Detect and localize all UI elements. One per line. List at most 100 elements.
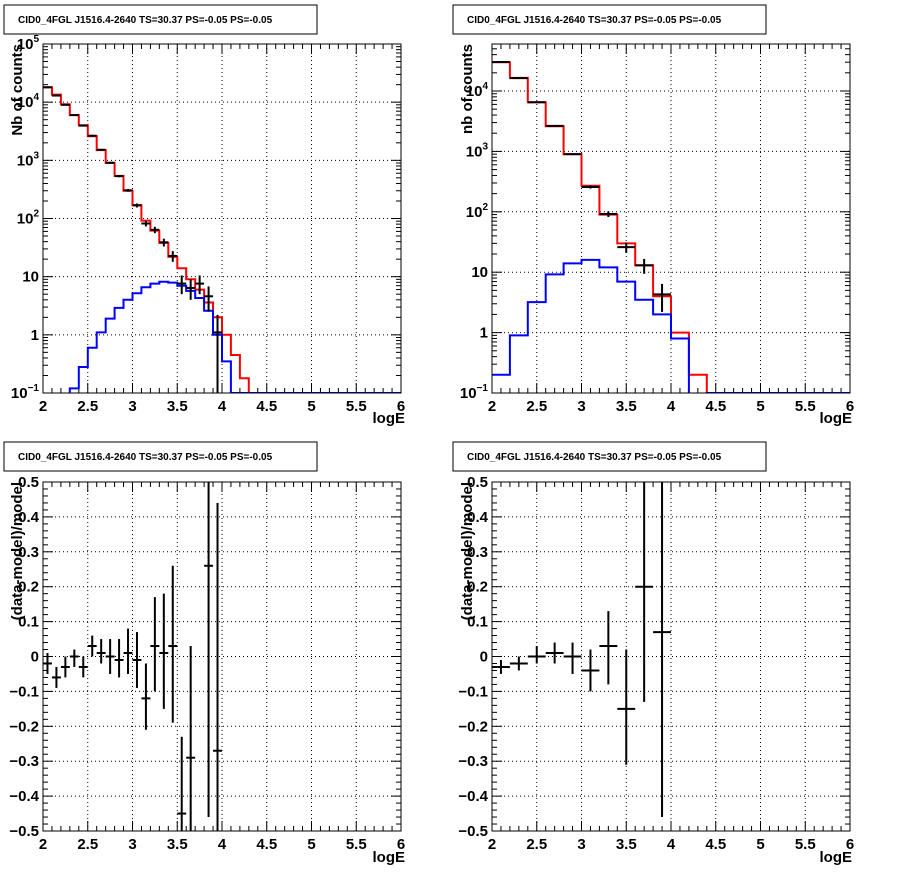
plot-frame bbox=[491, 43, 851, 394]
y-tick-label: 10 bbox=[471, 264, 488, 281]
y-tick-label: 0.4 bbox=[467, 509, 489, 526]
y-tick-label: 10−1 bbox=[11, 383, 40, 402]
y-tick-label: 104 bbox=[466, 81, 489, 100]
data-point bbox=[43, 86, 52, 89]
y-tick-exponent: −1 bbox=[477, 383, 489, 394]
y-tick-base: 10 bbox=[11, 385, 28, 402]
x-tick-label: 5 bbox=[307, 398, 315, 415]
title-box bbox=[452, 4, 767, 35]
data-point bbox=[563, 642, 582, 674]
y-tick-label: 104 bbox=[17, 92, 40, 111]
x-tick-label: 2 bbox=[39, 398, 47, 415]
y-tick-exponent: 5 bbox=[33, 34, 39, 45]
data-point bbox=[617, 649, 636, 765]
data-point bbox=[581, 185, 600, 189]
y-tick-label: 10−1 bbox=[460, 383, 489, 402]
data-point bbox=[114, 639, 124, 678]
x-tick-label: 3 bbox=[577, 836, 585, 853]
x-tick-label: 3 bbox=[128, 398, 136, 415]
x-tick-label: 5 bbox=[756, 836, 764, 853]
pad-residuals-right: CID0_4FGL J1516.4-2640 TS=30.37 PS=-0.05… bbox=[452, 441, 852, 866]
x-tick-label: 4.5 bbox=[705, 836, 726, 853]
data-point bbox=[87, 134, 97, 137]
data-point bbox=[105, 161, 115, 164]
x-tick-label: 3 bbox=[128, 836, 136, 853]
series-group bbox=[43, 86, 401, 393]
plot-frame bbox=[491, 481, 851, 832]
x-tick-label: 2.5 bbox=[77, 398, 98, 415]
title-box bbox=[3, 4, 318, 35]
data-point bbox=[177, 736, 187, 831]
data-point bbox=[527, 101, 546, 104]
y-tick-label: −0.1 bbox=[458, 683, 488, 700]
pad-spectrum-left: CID0_4FGL J1516.4-2640 TS=30.37 PS=-0.05… bbox=[3, 4, 405, 427]
data-point bbox=[204, 286, 214, 312]
series-model-source-line bbox=[492, 258, 850, 393]
plot-title: CID0_4FGL J1516.4-2640 TS=30.37 PS=-0.05… bbox=[18, 15, 273, 26]
data-point bbox=[141, 220, 151, 227]
data-point bbox=[527, 646, 546, 664]
data-point bbox=[69, 114, 79, 117]
plot-frame bbox=[42, 481, 402, 832]
x-tick-label: 5.5 bbox=[795, 398, 816, 415]
y-axis-title: (data-model)/model bbox=[9, 482, 26, 620]
data-point bbox=[563, 153, 582, 156]
data-point bbox=[635, 258, 654, 274]
data-point bbox=[599, 611, 618, 685]
data-point bbox=[509, 656, 528, 671]
data-point bbox=[653, 283, 671, 312]
x-tick-label: 4 bbox=[667, 398, 676, 415]
data-point bbox=[653, 482, 671, 818]
x-tick-label: 5 bbox=[756, 398, 764, 415]
x-tick-label: 3 bbox=[577, 398, 585, 415]
x-tick-label: 4.5 bbox=[256, 398, 277, 415]
data-point bbox=[123, 188, 133, 192]
data-point bbox=[141, 663, 151, 730]
title-box bbox=[3, 441, 318, 472]
x-tick-label: 6 bbox=[846, 398, 854, 415]
series-group bbox=[43, 482, 222, 831]
x-tick-label: 2.5 bbox=[526, 836, 547, 853]
x-axis-title: logE bbox=[820, 410, 853, 427]
data-point bbox=[132, 203, 142, 208]
x-tick-label: 5 bbox=[307, 836, 315, 853]
y-tick-exponent: 4 bbox=[33, 92, 39, 103]
data-point bbox=[635, 482, 654, 702]
y-tick-exponent: 2 bbox=[482, 202, 488, 213]
data-point bbox=[204, 482, 214, 818]
y-tick-label: 102 bbox=[466, 202, 489, 221]
x-tick-label: 6 bbox=[846, 836, 854, 853]
x-tick-label: 3.5 bbox=[616, 836, 637, 853]
x-tick-label: 6 bbox=[397, 398, 405, 415]
data-point bbox=[617, 242, 636, 253]
data-point bbox=[177, 275, 187, 295]
data-point bbox=[69, 649, 79, 667]
data-point bbox=[150, 597, 160, 692]
y-tick-label: 0.2 bbox=[18, 579, 39, 596]
y-axis-title: (data-model)/model bbox=[459, 482, 476, 620]
data-point bbox=[581, 649, 600, 692]
data-point bbox=[87, 635, 97, 657]
y-tick-base: 10 bbox=[466, 83, 483, 100]
x-tick-label: 4.5 bbox=[256, 836, 277, 853]
data-point bbox=[599, 211, 618, 218]
y-tick-label: 103 bbox=[466, 141, 489, 160]
data-point bbox=[114, 175, 124, 178]
y-tick-label: −0.1 bbox=[9, 683, 39, 700]
data-point bbox=[96, 639, 106, 664]
data-point bbox=[213, 314, 222, 393]
x-axis-title: logE bbox=[373, 849, 406, 866]
y-tick-label: 1 bbox=[480, 325, 488, 342]
y-tick-label: −0.2 bbox=[458, 718, 488, 735]
y-tick-exponent: 2 bbox=[33, 209, 39, 220]
data-point bbox=[150, 226, 160, 234]
x-tick-label: 4 bbox=[218, 836, 227, 853]
series-group bbox=[492, 482, 671, 818]
data-point bbox=[186, 279, 196, 300]
data-point bbox=[195, 275, 205, 295]
y-tick-base: 10 bbox=[466, 143, 483, 160]
y-tick-base: 10 bbox=[17, 152, 34, 169]
data-point bbox=[186, 646, 196, 831]
